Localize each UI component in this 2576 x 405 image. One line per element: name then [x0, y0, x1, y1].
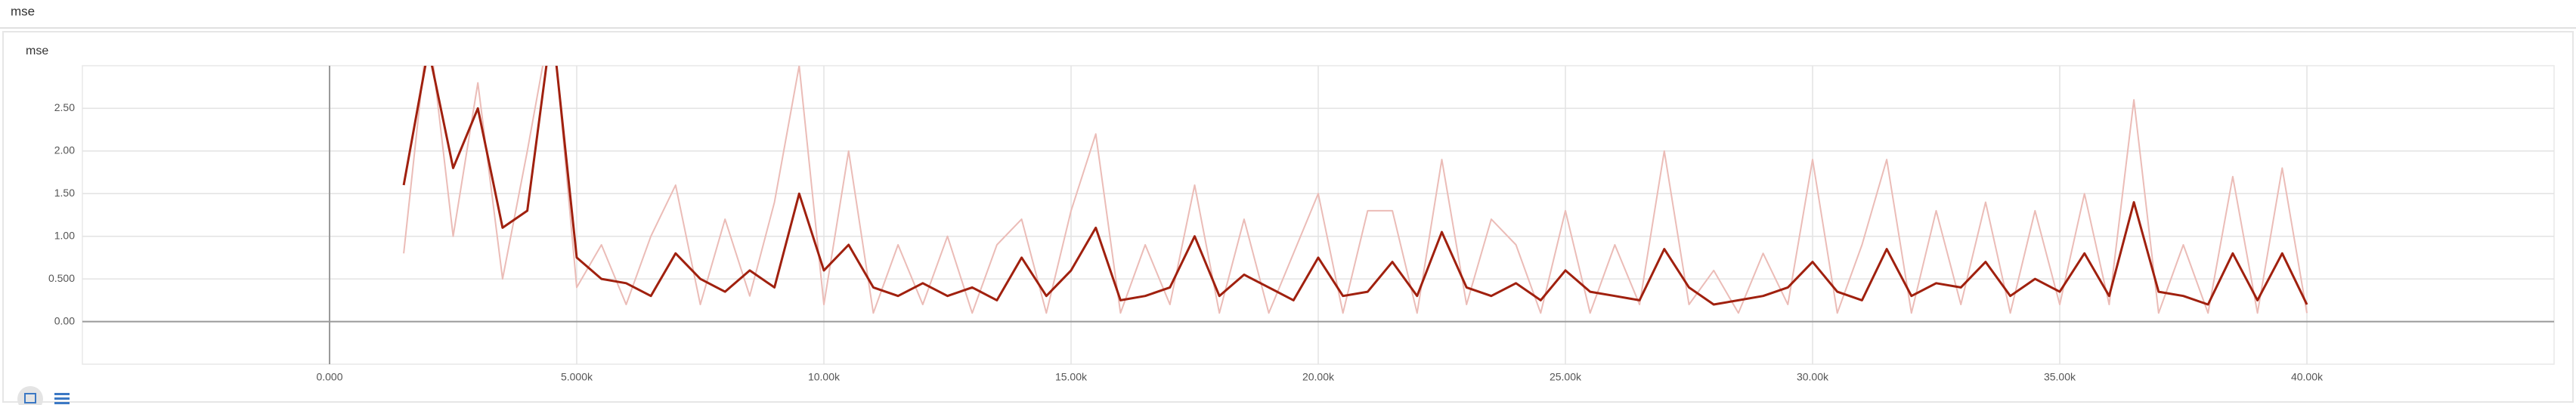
header-bar [0, 0, 2576, 29]
y-tick-label: 2.00 [54, 144, 75, 156]
x-tick-label: 10.00k [808, 371, 841, 383]
x-tick-label: 35.00k [2044, 371, 2076, 383]
y-tick-label: 0.500 [48, 272, 75, 284]
x-tick-label: 30.00k [1797, 371, 1829, 383]
x-tick-label: 40.00k [2291, 371, 2324, 383]
y-tick-label: 2.50 [54, 101, 75, 113]
y-tick-label: 1.50 [54, 187, 75, 199]
header-title: mse [11, 4, 35, 18]
plot-area: 0.00 0.500 1.00 1.50 2.00 2.50 0.000 5.000k 10.0… [48, 65, 2555, 383]
x-tick-label: 5.000k [561, 371, 593, 383]
toggle-bar [54, 393, 70, 395]
chart-title: mse [26, 45, 48, 57]
series-group [402, 66, 2308, 314]
y-tick-label: 1.00 [54, 229, 75, 241]
y-tick-label: 0.00 [54, 314, 75, 326]
data-toggle-button[interactable] [54, 393, 70, 404]
x-tick-label: 0.000 [316, 371, 342, 383]
toggle-bar [54, 402, 70, 404]
series-line [403, 66, 2308, 314]
series-line [402, 66, 2308, 306]
toggle-bar [54, 397, 70, 400]
expand-button[interactable] [17, 386, 43, 405]
chart-card [2, 31, 2574, 403]
x-tick-label: 20.00k [1302, 371, 1335, 383]
expand-icon [24, 393, 36, 403]
x-tick-label: 25.00k [1550, 371, 1582, 383]
x-tick-label: 15.00k [1055, 371, 1088, 383]
